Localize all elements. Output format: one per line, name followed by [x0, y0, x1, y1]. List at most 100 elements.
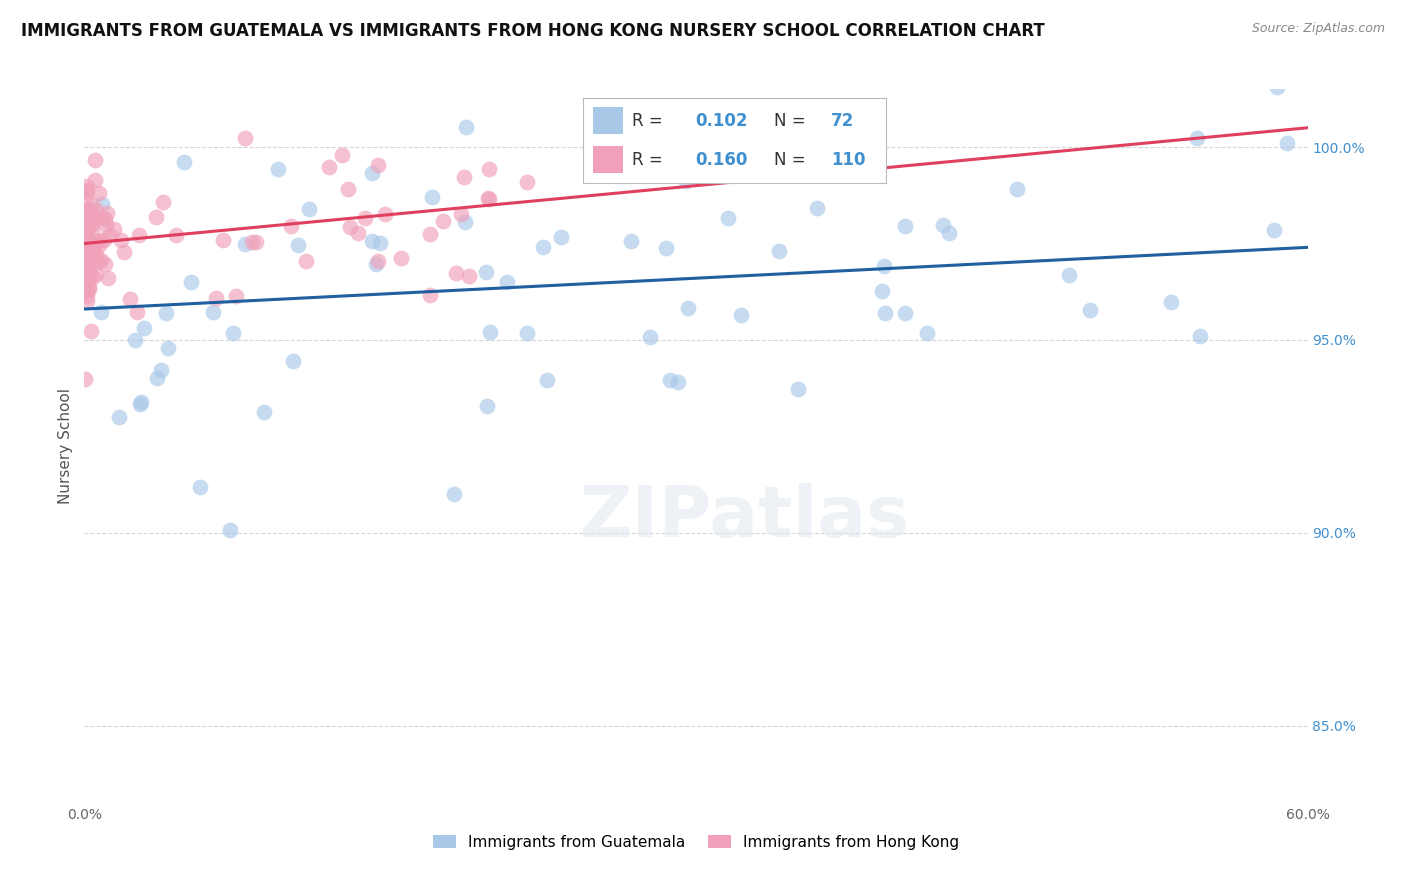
Legend: Immigrants from Guatemala, Immigrants from Hong Kong: Immigrants from Guatemala, Immigrants fr… — [426, 829, 966, 855]
Point — [82, 243, 104, 257]
Point — [367, 158, 389, 172]
Point — [77, 250, 100, 264]
Point — [75, 236, 97, 251]
Point — [536, 373, 558, 387]
Point — [77, 282, 100, 296]
Point — [124, 333, 146, 347]
Point — [90, 305, 112, 319]
Point — [666, 376, 689, 390]
Point — [96, 206, 118, 220]
Point — [87, 238, 110, 252]
Point — [79, 324, 101, 338]
Point — [1189, 329, 1212, 343]
Point — [253, 405, 276, 419]
Point — [233, 236, 256, 251]
Point — [79, 268, 101, 283]
Point — [77, 221, 100, 235]
Point — [336, 181, 359, 195]
Point — [717, 211, 740, 225]
Point — [152, 195, 174, 210]
Text: 110: 110 — [831, 151, 866, 169]
Point — [457, 269, 479, 284]
Point — [76, 211, 98, 226]
Point — [149, 363, 172, 377]
Point — [318, 160, 340, 174]
Point — [676, 301, 699, 316]
Point — [1265, 79, 1288, 94]
Point — [75, 233, 97, 247]
Point — [125, 305, 148, 319]
Point — [915, 326, 938, 340]
Point — [478, 161, 501, 176]
Point — [443, 486, 465, 500]
Point — [531, 240, 554, 254]
Point — [75, 271, 97, 285]
Point — [103, 221, 125, 235]
Point — [132, 320, 155, 334]
Point — [118, 292, 141, 306]
Point — [77, 244, 100, 258]
Point — [73, 258, 96, 272]
Point — [94, 219, 117, 233]
Point — [129, 395, 152, 409]
Point — [478, 192, 501, 206]
Point — [82, 210, 104, 224]
Point — [98, 227, 121, 242]
Point — [787, 382, 810, 396]
Point — [222, 326, 245, 341]
Point — [806, 201, 828, 215]
Point — [931, 218, 953, 232]
Point — [90, 234, 112, 248]
Point — [129, 397, 152, 411]
Point — [110, 233, 132, 247]
Point — [768, 244, 790, 258]
Point — [73, 246, 96, 260]
Point — [496, 276, 519, 290]
Point — [75, 372, 97, 386]
Point — [80, 236, 103, 251]
Point — [1277, 136, 1299, 151]
Text: ZIPatlas: ZIPatlas — [579, 483, 910, 552]
Point — [73, 270, 96, 285]
Point — [157, 341, 180, 355]
Y-axis label: Nursery School: Nursery School — [58, 388, 73, 504]
Text: N =: N = — [773, 151, 811, 169]
Point — [80, 210, 103, 224]
Point — [73, 192, 96, 206]
Point — [77, 211, 100, 225]
Point — [1005, 181, 1028, 195]
Point — [675, 174, 697, 188]
Point — [76, 293, 98, 308]
Point — [83, 153, 105, 167]
Point — [872, 284, 894, 298]
Point — [453, 169, 475, 184]
Point — [281, 354, 304, 368]
Point — [374, 207, 396, 221]
Point — [84, 235, 107, 249]
Point — [84, 173, 107, 187]
Point — [93, 233, 115, 247]
Point — [1185, 130, 1208, 145]
Point — [82, 238, 104, 252]
Point — [477, 400, 499, 414]
Point — [155, 306, 177, 320]
Point — [389, 252, 412, 266]
Point — [90, 197, 112, 211]
Point — [82, 270, 104, 285]
Point — [620, 234, 643, 248]
Point — [454, 120, 477, 135]
Point — [245, 235, 267, 250]
Point — [330, 147, 353, 161]
Point — [550, 230, 572, 244]
Point — [80, 222, 103, 236]
Point — [295, 254, 318, 268]
Point — [474, 265, 496, 279]
Point — [360, 166, 382, 180]
Point — [82, 241, 104, 255]
Point — [79, 205, 101, 219]
Point — [420, 190, 443, 204]
Text: 0.102: 0.102 — [696, 112, 748, 130]
Point — [94, 211, 117, 226]
Point — [432, 214, 454, 228]
Point — [76, 185, 98, 199]
